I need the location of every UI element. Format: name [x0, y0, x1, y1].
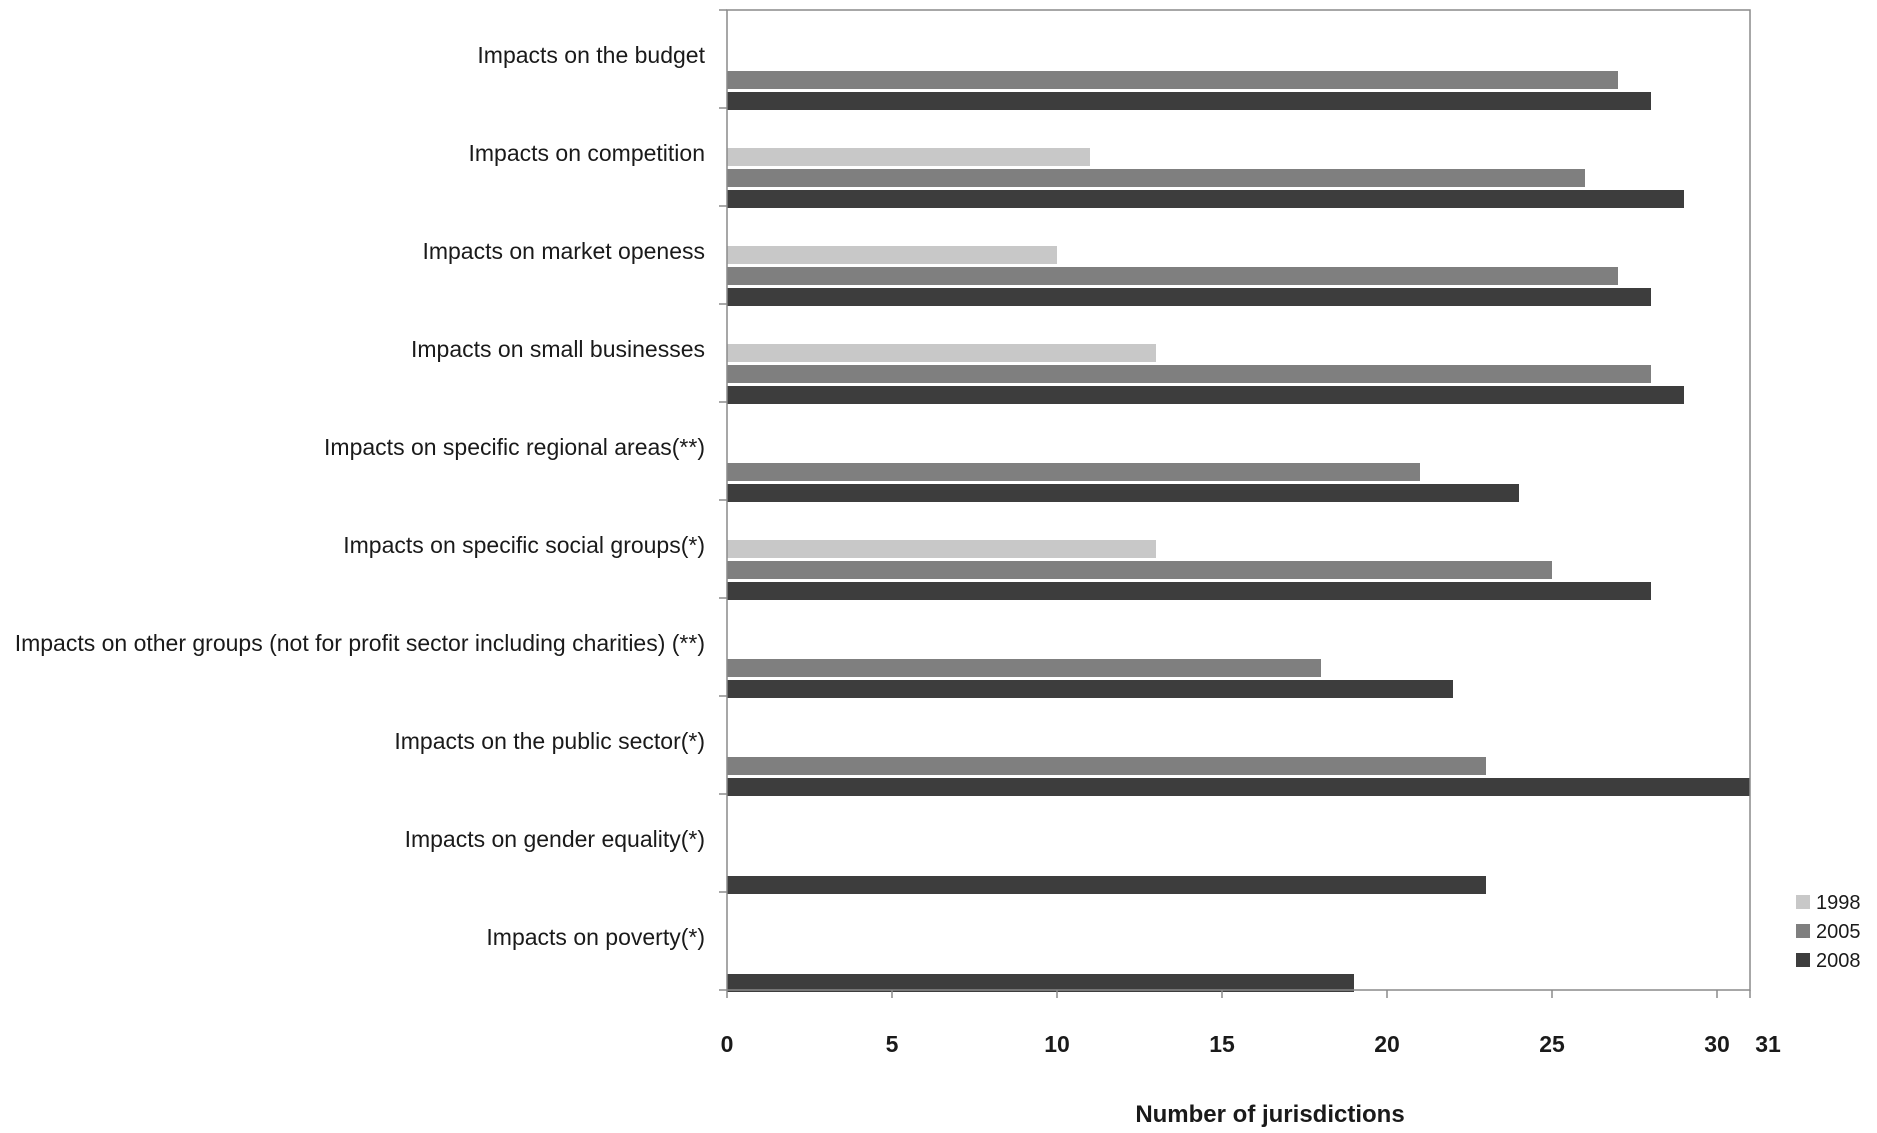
x-tick-label: 30 — [1704, 1031, 1730, 1057]
category-label: Impacts on small businesses — [411, 336, 705, 362]
category-labels: Impacts on the budget Impacts on competit… — [15, 42, 706, 950]
legend-label-1998: 1998 — [1816, 892, 1861, 914]
bar-2005-7 — [727, 659, 1321, 677]
bar-1998-4 — [727, 344, 1156, 362]
bar-2008-6 — [727, 582, 1651, 600]
bar-2005-6 — [727, 561, 1552, 579]
bar-2008-1 — [727, 92, 1651, 110]
bar-2008-8 — [727, 778, 1750, 796]
category-label: Impacts on the public sector(*) — [394, 728, 705, 754]
bar-2005-4 — [727, 365, 1651, 383]
legend-swatch-2008 — [1796, 953, 1810, 967]
category-label: Impacts on other groups (not for profit … — [15, 630, 705, 656]
legend-label-2005: 2005 — [1816, 921, 1861, 943]
bar-2008-10 — [727, 974, 1354, 992]
legend-swatch-2005 — [1796, 924, 1810, 938]
legend: 1998 2005 2008 — [1796, 892, 1861, 972]
bar-1998-6 — [727, 540, 1156, 558]
category-ticks — [719, 9, 1751, 998]
x-tick-label: 20 — [1374, 1031, 1400, 1057]
x-axis-tick-labels: 0 5 10 15 20 25 30 31 — [721, 1031, 1781, 1057]
x-tick-label: 0 — [721, 1031, 734, 1057]
bar-2005-2 — [727, 169, 1585, 187]
legend-swatch-1998 — [1796, 895, 1810, 909]
bar-2008-9 — [727, 876, 1486, 894]
category-label: Impacts on the budget — [477, 42, 705, 68]
bar-2005-1 — [727, 71, 1618, 89]
bar-2005-3 — [727, 267, 1618, 285]
bar-2005-5 — [727, 463, 1420, 481]
x-axis-title: Number of jurisdictions — [1135, 1101, 1404, 1128]
x-tick-label: 10 — [1044, 1031, 1070, 1057]
category-label: Impacts on poverty(*) — [486, 924, 705, 950]
category-label: Impacts on gender equality(*) — [405, 826, 705, 852]
bars-layer — [727, 71, 1750, 992]
bar-2008-2 — [727, 190, 1684, 208]
category-label: Impacts on specific regional areas(**) — [324, 434, 705, 460]
bar-2005-8 — [727, 757, 1486, 775]
bar-2008-7 — [727, 680, 1453, 698]
x-tick-label: 25 — [1539, 1031, 1565, 1057]
category-label: Impacts on specific social groups(*) — [343, 532, 705, 558]
bar-1998-2 — [727, 148, 1090, 166]
x-tick-label: 5 — [886, 1031, 899, 1057]
x-tick-label: 15 — [1209, 1031, 1235, 1057]
category-label: Impacts on competition — [468, 140, 705, 166]
x-tick-label: 31 — [1755, 1031, 1781, 1057]
category-label: Impacts on market openess — [422, 238, 705, 264]
bar-2008-4 — [727, 386, 1684, 404]
bar-1998-3 — [727, 246, 1057, 264]
bar-2008-5 — [727, 484, 1519, 502]
legend-label-2008: 2008 — [1816, 950, 1861, 972]
bar-2008-3 — [727, 288, 1651, 306]
